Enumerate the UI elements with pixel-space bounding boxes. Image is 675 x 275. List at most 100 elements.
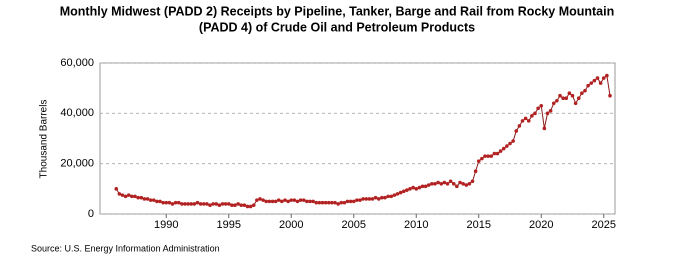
- data-point: [476, 159, 481, 163]
- data-point: [526, 119, 531, 123]
- data-point: [567, 91, 572, 95]
- data-point: [258, 197, 262, 201]
- data-point: [295, 199, 300, 204]
- x-tick-label: 2005: [342, 219, 366, 231]
- data-point: [230, 203, 234, 207]
- data-point: [589, 81, 594, 85]
- data-point: [392, 193, 397, 197]
- data-point: [389, 194, 394, 199]
- data-point: [223, 202, 228, 206]
- y-axis-label: Thousand Barrels: [39, 100, 50, 179]
- data-point: [517, 124, 522, 128]
- data-point: [398, 190, 403, 195]
- data-point: [323, 200, 328, 205]
- data-point: [501, 146, 506, 151]
- data-point: [161, 200, 165, 205]
- data-point: [283, 198, 287, 202]
- data-point: [342, 200, 347, 205]
- data-point: [420, 184, 425, 189]
- y-tick-label: 20,000: [60, 158, 94, 170]
- x-tick-label: 2025: [592, 219, 616, 231]
- data-point: [145, 197, 150, 201]
- data-point: [301, 198, 306, 202]
- data-point: [170, 202, 175, 206]
- data-point: [183, 202, 187, 206]
- data-point: [367, 197, 372, 201]
- data-point: [148, 198, 153, 202]
- data-point: [436, 180, 440, 185]
- data-point: [505, 144, 509, 148]
- data-point: [186, 202, 190, 206]
- data-point: [401, 189, 406, 194]
- data-point: [320, 200, 325, 205]
- data-point: [539, 103, 544, 108]
- data-point: [486, 154, 490, 158]
- data-point: [576, 96, 581, 101]
- data-point: [208, 203, 212, 207]
- data-point: [158, 199, 162, 204]
- data-point: [473, 169, 478, 174]
- data-point: [364, 197, 369, 201]
- x-tick-label: 1995: [217, 219, 241, 231]
- data-point: [267, 199, 272, 204]
- data-point: [601, 76, 606, 80]
- data-point: [561, 96, 565, 101]
- data-point: [176, 200, 181, 205]
- data-point: [139, 195, 144, 200]
- data-point: [330, 200, 334, 205]
- data-point: [592, 78, 597, 83]
- data-point: [151, 198, 156, 202]
- data-point: [114, 187, 119, 191]
- data-point: [333, 200, 337, 205]
- data-point: [311, 199, 315, 204]
- x-tick-label: 1990: [154, 219, 178, 231]
- data-point: [286, 199, 290, 204]
- data-point: [273, 199, 278, 204]
- data-point: [214, 202, 219, 206]
- data-point: [480, 156, 484, 161]
- data-point: [155, 199, 159, 204]
- data-point: [595, 76, 600, 80]
- data-point: [123, 194, 128, 199]
- data-point: [605, 73, 609, 78]
- data-point: [136, 195, 140, 200]
- data-point: [483, 154, 487, 158]
- data-point: [542, 126, 547, 131]
- data-point: [448, 179, 453, 184]
- data-point: [511, 139, 515, 143]
- data-point: [173, 200, 178, 205]
- data-point: [133, 194, 137, 199]
- x-tick-label: 2000: [279, 219, 303, 231]
- data-point: [520, 119, 525, 123]
- data-point: [358, 198, 362, 202]
- data-point: [455, 184, 459, 189]
- data-point: [508, 141, 512, 146]
- data-point: [126, 193, 131, 197]
- data-point: [292, 198, 297, 202]
- data-point: [548, 109, 553, 113]
- data-point: [545, 111, 550, 116]
- data-point: [470, 179, 475, 184]
- data-point: [233, 203, 237, 207]
- data-point: [580, 91, 584, 95]
- data-point: [189, 202, 194, 206]
- chart-title: (PADD 4) of Crude Oil and Petroleum Prod…: [199, 20, 475, 34]
- data-point: [198, 202, 203, 206]
- data-point: [536, 106, 540, 111]
- data-point: [417, 185, 422, 190]
- data-point: [430, 182, 434, 186]
- y-tick-label: 40,000: [60, 107, 94, 119]
- data-point: [142, 197, 147, 201]
- data-point: [458, 180, 462, 185]
- data-point: [314, 200, 319, 205]
- y-tick-label: 0: [88, 208, 94, 220]
- data-point: [573, 101, 578, 106]
- data-point: [370, 197, 375, 201]
- data-point: [498, 149, 503, 153]
- data-point: [555, 98, 559, 103]
- data-point: [383, 195, 387, 200]
- data-point: [373, 195, 378, 200]
- data-point: [280, 199, 284, 204]
- data-point: [551, 101, 556, 106]
- data-point: [467, 182, 472, 186]
